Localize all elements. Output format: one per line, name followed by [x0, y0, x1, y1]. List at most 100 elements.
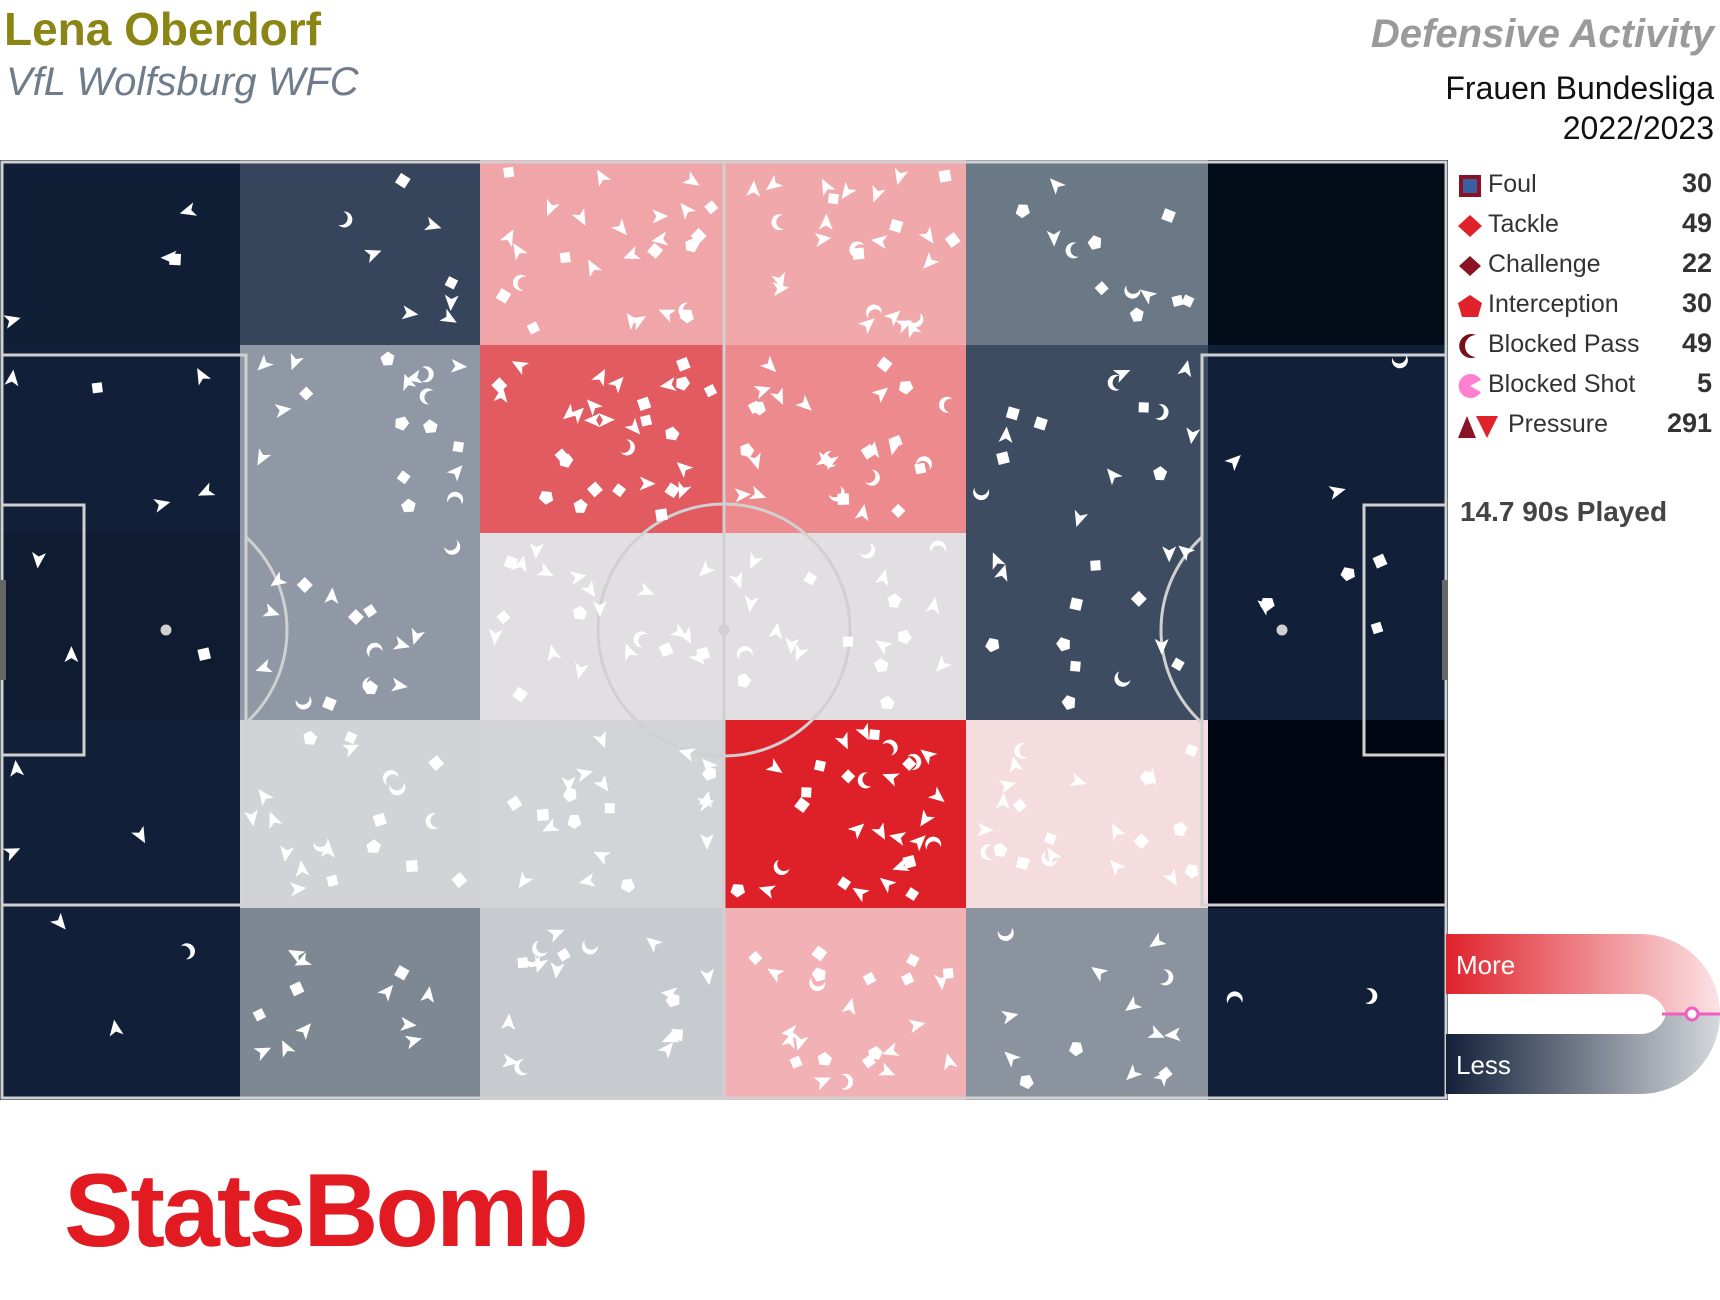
event-marker — [637, 582, 655, 596]
event-marker — [294, 952, 312, 966]
event-marker — [803, 571, 818, 586]
heat-zone — [240, 533, 480, 720]
event-legend: Foul 30 Tackle 49 Challenge 22 Intercept… — [1456, 166, 1712, 446]
event-marker — [1065, 242, 1079, 259]
event-marker — [423, 419, 438, 434]
event-marker — [1372, 553, 1388, 569]
event-marker — [872, 184, 886, 203]
legend-row-pressure: Pressure 291 — [1456, 406, 1712, 446]
event-marker — [639, 476, 656, 491]
event-marker — [559, 453, 574, 468]
centre-circle — [596, 502, 852, 758]
event-marker — [977, 822, 994, 837]
event-marker — [1012, 798, 1027, 813]
event-marker — [891, 503, 906, 518]
event-marker — [858, 318, 875, 335]
event-marker — [699, 833, 714, 850]
legend-label: Blocked Shot — [1488, 370, 1636, 398]
event-marker — [817, 1051, 833, 1066]
event-marker — [882, 1042, 900, 1056]
event-marker — [421, 366, 434, 383]
event-marker — [847, 823, 865, 840]
event-marker — [749, 551, 764, 570]
event-marker — [1173, 821, 1188, 837]
event-marker — [655, 508, 668, 522]
event-marker — [855, 722, 869, 741]
event-marker — [938, 169, 952, 183]
event-marker — [918, 226, 934, 244]
event-marker — [392, 636, 411, 650]
event-marker — [559, 252, 571, 264]
event-marker — [512, 274, 527, 291]
event-marker — [518, 871, 534, 889]
event-marker — [1365, 988, 1378, 1005]
event-marker — [865, 304, 882, 319]
event-marker — [882, 739, 898, 756]
event-marker — [401, 305, 419, 320]
scale-more-label: More — [1456, 950, 1515, 980]
event-marker — [678, 748, 697, 762]
event-marker — [1140, 289, 1158, 305]
pentagon-icon — [1458, 295, 1482, 317]
event-marker — [295, 696, 312, 710]
event-marker — [428, 755, 445, 772]
event-marker — [895, 320, 913, 334]
scale-more-band — [1446, 934, 1720, 1014]
event-marker — [255, 659, 273, 673]
legend-label: Blocked Pass — [1488, 330, 1640, 358]
event-marker — [179, 202, 198, 216]
event-marker — [586, 399, 603, 416]
event-marker — [1091, 967, 1109, 982]
event-marker — [827, 193, 839, 205]
event-marker — [1047, 847, 1062, 865]
event-marker — [451, 872, 468, 889]
event-marker — [651, 231, 669, 246]
event-marker — [567, 407, 584, 424]
event-marker — [536, 562, 554, 577]
event-marker — [794, 1033, 809, 1051]
left-penalty-arc — [244, 535, 289, 725]
event-marker — [841, 769, 856, 784]
event-marker — [646, 937, 663, 953]
event-marker — [744, 595, 759, 613]
event-marker — [626, 313, 642, 331]
event-marker — [680, 202, 696, 220]
event-marker — [597, 169, 612, 187]
event-marker — [529, 542, 544, 560]
event-marker — [2, 848, 21, 862]
event-marker — [773, 859, 790, 876]
event-marker — [320, 841, 335, 858]
event-marker — [1370, 621, 1384, 635]
event-marker — [997, 927, 1014, 941]
event-marker — [405, 860, 418, 873]
event-marker — [748, 485, 767, 500]
legend-count: 49 — [1681, 328, 1712, 358]
event-marker — [550, 962, 565, 979]
event-marker — [591, 369, 606, 387]
event-marker — [274, 404, 292, 419]
event-marker — [295, 1023, 312, 1040]
event-marker — [4, 369, 19, 387]
event-marker — [682, 171, 700, 186]
event-marker — [380, 351, 395, 366]
event-marker — [389, 782, 406, 796]
event-marker — [450, 358, 468, 373]
legend-label: Challenge — [1488, 250, 1601, 278]
event-marker — [446, 465, 463, 482]
heat-zone — [0, 908, 240, 1100]
event-marker — [588, 259, 603, 278]
event-marker — [282, 1040, 296, 1058]
event-marker — [1340, 567, 1355, 582]
event-marker — [993, 842, 1008, 857]
event-marker — [678, 481, 692, 499]
event-marker — [1161, 208, 1176, 223]
event-marker — [366, 839, 381, 853]
event-marker — [501, 1053, 519, 1068]
event-marker — [496, 610, 511, 625]
event-marker — [347, 609, 364, 625]
event-marker — [512, 686, 528, 703]
event-marker — [607, 376, 624, 394]
event-marker — [859, 542, 876, 559]
event-marker — [647, 242, 664, 259]
legend-count: 291 — [1666, 408, 1712, 438]
